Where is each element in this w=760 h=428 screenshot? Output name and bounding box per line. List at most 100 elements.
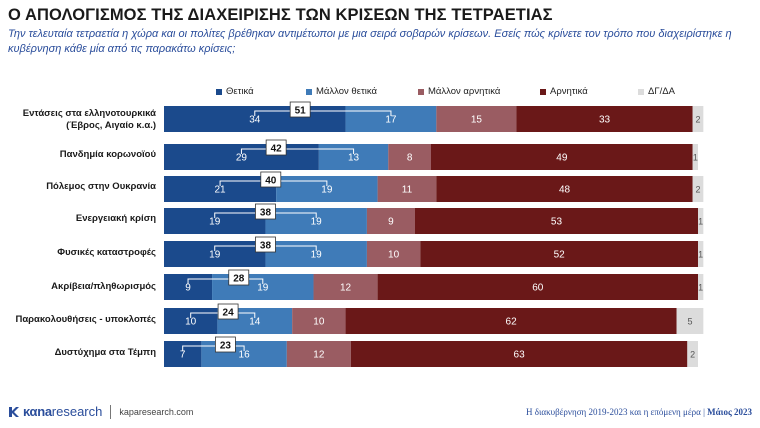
data-label: 19 xyxy=(257,283,269,294)
legend-label-rather-negative: Μάλλον αρνητικά xyxy=(428,86,501,97)
data-label: 60 xyxy=(532,283,544,294)
data-label: 19 xyxy=(209,250,221,261)
row-label-natural-disasters: Φυσικές καταστροφές xyxy=(57,247,156,258)
data-label: 1 xyxy=(698,283,703,293)
bar-segment xyxy=(692,106,704,132)
bar-segment xyxy=(698,208,704,234)
data-label: 34 xyxy=(249,115,261,126)
page-title: Ο ΑΠΟΛΟΓΙΣΜΟΣ ΤΗΣ ΔΙΑΧΕΙΡΙΣΗΣ ΤΩΝ ΚΡΙΣΕΩ… xyxy=(8,6,553,24)
positive-total-box xyxy=(228,269,250,286)
positive-total-label: 40 xyxy=(265,176,277,187)
bar-segment xyxy=(698,241,704,267)
legend-item-rather-positive: Μάλλον θετικά xyxy=(306,86,377,97)
bar-segment xyxy=(366,208,415,234)
data-label: 1 xyxy=(698,250,703,260)
bar-segment xyxy=(436,176,693,202)
data-label: 2 xyxy=(690,350,695,360)
bar-segment xyxy=(164,106,346,132)
positive-total-box xyxy=(217,303,239,320)
bar-segment xyxy=(377,176,437,202)
logo-divider xyxy=(110,404,112,419)
data-label: 7 xyxy=(180,350,186,361)
row-label-tempi-accident: Δυστύχημα στα Τέμπη xyxy=(54,347,156,358)
positive-total-box xyxy=(215,336,236,353)
bar-segment xyxy=(692,144,698,170)
website-url[interactable]: kaparesearch.com xyxy=(119,406,194,417)
row-label-wiretapping: Παρακολουθήσεις - υποκλοπές xyxy=(15,314,156,325)
legend-label-negative: Αρνητικά xyxy=(550,86,588,97)
legend-item-negative: Αρνητικά xyxy=(540,86,588,97)
bar-segment xyxy=(436,106,517,132)
data-label: 63 xyxy=(514,350,526,361)
row-label-inflation: Ακρίβεια/πληθωρισμός xyxy=(51,281,156,292)
data-label: 10 xyxy=(185,317,197,328)
legend-swatch-rather-negative xyxy=(418,88,424,95)
bar-segment xyxy=(286,341,351,367)
chart-legend: Θετικά Μάλλον θετικά Μάλλον αρνητικά Αρν… xyxy=(0,86,760,98)
positive-total-label: 38 xyxy=(260,208,272,219)
data-label: 1 xyxy=(693,153,698,163)
positive-total-label: 42 xyxy=(271,144,283,155)
footer: καna research kaparesearch.com Η διακυβέ… xyxy=(0,400,760,428)
page-subtitle: Την τελευταία τετραετία η χώρα και οι πο… xyxy=(8,28,732,55)
row-label-ukraine-war: Πόλεμος στην Ουκρανία xyxy=(46,181,156,192)
positive-bracket xyxy=(187,278,264,284)
legend-label-rather-positive: Μάλλον θετικά xyxy=(316,86,377,97)
legend-swatch-rather-positive xyxy=(306,88,312,95)
data-label: 8 xyxy=(407,153,413,164)
bar-segment xyxy=(164,308,218,334)
positive-total-label: 28 xyxy=(233,274,245,285)
bar-segment xyxy=(276,176,378,202)
data-label: 62 xyxy=(506,317,518,328)
data-label: 2 xyxy=(695,185,700,195)
data-label: 19 xyxy=(321,185,333,196)
data-label: 48 xyxy=(559,185,571,196)
positive-total-box xyxy=(255,203,276,220)
logo-text-kana: καna xyxy=(23,404,52,419)
bar-segment xyxy=(350,341,688,367)
legend-swatch-dk-na xyxy=(638,88,644,95)
bar-segment xyxy=(676,308,704,334)
positive-total-box xyxy=(255,236,276,253)
legend-item-rather-negative: Μάλλον αρνητικά xyxy=(418,86,500,97)
bar-segment xyxy=(265,208,367,234)
bar-segment xyxy=(164,241,266,267)
data-label: 5 xyxy=(687,317,692,327)
data-label: 10 xyxy=(313,317,325,328)
data-label: 33 xyxy=(599,115,611,126)
data-label: 16 xyxy=(239,350,251,361)
data-label: 49 xyxy=(556,153,568,164)
data-label: 2 xyxy=(695,115,700,125)
bar-segment xyxy=(164,208,266,234)
bar-segment xyxy=(292,308,346,334)
footer-note: Η διακυβέρνηση 2019-2023 και η επόμενη μ… xyxy=(526,407,752,417)
bar-segment xyxy=(265,241,367,267)
data-label: 19 xyxy=(311,250,323,261)
data-label: 52 xyxy=(554,250,566,261)
bar-segment xyxy=(516,106,693,132)
bar-segment xyxy=(377,274,698,300)
bar-segment xyxy=(164,341,202,367)
legend-item-dk-na: ΔΓ/ΔΑ xyxy=(638,86,675,97)
bar-segment xyxy=(388,144,431,170)
data-label: 12 xyxy=(340,283,352,294)
data-label: 9 xyxy=(388,217,394,228)
bar-segment xyxy=(164,176,277,202)
legend-item-positive: Θετικά xyxy=(216,86,254,97)
kana-research-logo: καna research kaparesearch.com xyxy=(8,404,193,419)
data-label: 11 xyxy=(402,185,413,196)
footer-note-divider: | xyxy=(703,407,708,417)
data-label: 12 xyxy=(313,350,325,361)
data-label: 1 xyxy=(698,217,703,227)
data-label: 9 xyxy=(185,283,191,294)
bar-segment xyxy=(164,274,213,300)
positive-total-label: 24 xyxy=(223,308,235,319)
footer-note-text: Η διακυβέρνηση 2019-2023 και η επόμενη μ… xyxy=(525,407,701,417)
data-label: 14 xyxy=(249,317,261,328)
bar-segment xyxy=(431,144,693,170)
bar-segment xyxy=(345,106,437,132)
bar-segment xyxy=(692,176,704,202)
data-label: 10 xyxy=(388,250,400,261)
bar-segment xyxy=(414,208,698,234)
kana-logo-icon xyxy=(9,406,19,417)
